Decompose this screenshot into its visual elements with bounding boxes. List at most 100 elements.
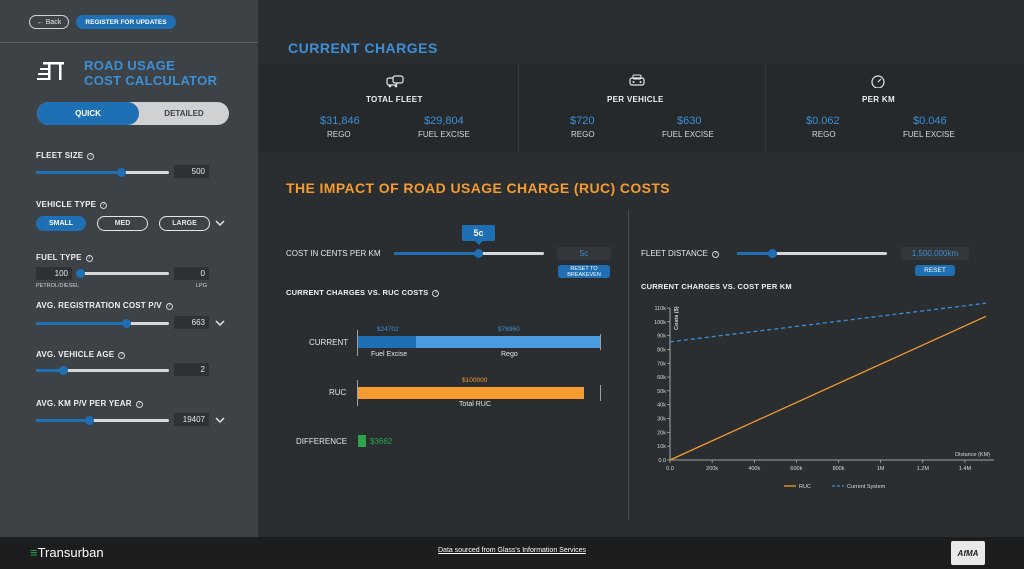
slider-handle[interactable] <box>76 269 85 278</box>
app-title-line1: ROAD USAGE <box>84 58 176 73</box>
compare-title-text: CURRENT CHARGES VS. RUC COSTS <box>286 288 429 297</box>
per-km-fuel: $0.046 <box>913 115 947 127</box>
help-icon[interactable]: ? <box>87 153 95 160</box>
current-charges-title: CURRENT CHARGES <box>288 40 438 56</box>
mode-toggle: DETAILED QUICK <box>37 102 229 125</box>
y-axis-label: Costs ($) <box>674 306 680 330</box>
rego-bar-caption: Rego <box>501 351 518 358</box>
vehicle-type-large[interactable]: LARGE <box>159 216 210 231</box>
slider-handle[interactable] <box>117 168 127 177</box>
slider-handle[interactable] <box>58 366 68 375</box>
cost-per-km-input[interactable]: 5c <box>557 247 611 260</box>
petrol-caption: PETROL/DIESEL <box>36 283 80 289</box>
transurban-logo[interactable]: ≡Transurban <box>30 545 104 560</box>
fuel-petrol-value[interactable]: 100 <box>36 267 72 280</box>
fuel-type-label: FUEL TYPE? <box>36 253 93 262</box>
legend-label: Current System <box>847 484 886 490</box>
cost-per-km-slider[interactable] <box>394 249 544 258</box>
divider <box>628 210 629 520</box>
footer <box>0 537 1024 569</box>
reset-to-breakeven-button[interactable]: RESET TO BREAKEVEN <box>558 265 610 278</box>
vehicle-age-value[interactable]: 2 <box>174 363 209 376</box>
fleet-distance-slider[interactable] <box>737 249 887 258</box>
total-fleet-fuel: $29,804 <box>424 115 464 127</box>
vehicle-type-small[interactable]: SMALL <box>36 216 86 231</box>
reg-cost-label: AVG. REGISTRATION COST P/V? <box>36 301 173 310</box>
km-per-year-label: AVG. KM P/V PER YEAR? <box>36 399 143 408</box>
y-tick-label: 100k <box>654 320 666 326</box>
rego-value: $78960 <box>498 326 520 333</box>
compare-title: CURRENT CHARGES VS. RUC COSTS? <box>286 288 440 297</box>
x-tick-label: 800k <box>833 466 845 472</box>
chevron-down-icon[interactable] <box>215 319 225 327</box>
x-tick-label: 400k <box>748 466 760 472</box>
y-tick-label: 10k <box>657 444 666 450</box>
y-tick-label: 110k <box>654 306 666 312</box>
y-tick-label: 80k <box>657 347 666 353</box>
series-line-ruc <box>669 315 987 461</box>
help-icon[interactable]: ? <box>165 303 173 310</box>
y-tick-label: 50k <box>657 389 666 395</box>
data-source-link[interactable]: Data sourced from Glass's Information Se… <box>438 547 587 554</box>
legend-label: RUC <box>799 484 811 490</box>
back-button[interactable]: ← Back <box>29 15 69 29</box>
fuel-excise-caption: FUEL EXCISE <box>903 130 955 139</box>
rego-caption: REGO <box>812 130 836 139</box>
slider-handle[interactable] <box>767 249 777 258</box>
slider-handle[interactable] <box>85 416 95 425</box>
slider-fill <box>36 171 122 174</box>
rego-caption: REGO <box>571 130 595 139</box>
km-per-year-value[interactable]: 19407 <box>174 413 209 426</box>
reg-cost-value[interactable]: 663 <box>174 316 209 329</box>
vehicle-age-label-text: AVG. VEHICLE AGE <box>36 350 115 359</box>
x-tick-label: 200k <box>706 466 718 472</box>
tab-detailed[interactable]: DETAILED <box>164 109 204 118</box>
transurban-logo-text: Transurban <box>37 545 104 560</box>
help-icon[interactable]: ? <box>100 202 108 209</box>
help-icon[interactable]: ? <box>135 401 143 408</box>
chevron-down-icon[interactable] <box>215 416 225 424</box>
register-button[interactable]: REGISTER FOR UPDATES <box>76 15 176 29</box>
line-chart-title: CURRENT CHARGES VS. COST PER KM <box>641 282 792 291</box>
fleet-size-slider[interactable] <box>36 168 169 177</box>
fleet-size-value[interactable]: 500 <box>174 165 209 178</box>
per-vehicle-fuel: $630 <box>677 115 702 127</box>
km-per-year-slider[interactable] <box>36 416 169 425</box>
fuel-lpg-value[interactable]: 0 <box>174 267 209 280</box>
difference-bar <box>358 435 366 447</box>
fleet-size-label: FLEET SIZE? <box>36 151 95 160</box>
afma-logo: AfMA <box>951 541 985 565</box>
reg-cost-slider[interactable] <box>36 319 169 328</box>
y-tick-label: 0.0 <box>658 458 666 464</box>
vehicle-type-label: VEHICLE TYPE? <box>36 200 108 209</box>
cost-per-km-label: COST IN CENTS PER KM <box>286 249 381 258</box>
slider-fill <box>36 369 63 372</box>
per-km-rego: $0.062 <box>806 115 840 127</box>
help-icon[interactable]: ? <box>711 251 719 258</box>
vehicle-type-label-text: VEHICLE TYPE <box>36 200 97 209</box>
y-tick-label: 90k <box>657 334 666 340</box>
vehicle-type-med[interactable]: MED <box>97 216 148 231</box>
help-icon[interactable]: ? <box>118 352 126 359</box>
bar-end-cap <box>600 385 601 401</box>
fleet-distance-input[interactable]: 1,500,000km <box>901 247 969 260</box>
fuel-type-slider[interactable] <box>76 269 169 278</box>
help-icon[interactable]: ? <box>432 290 440 297</box>
fuel-excise-caption: FUEL EXCISE <box>662 130 714 139</box>
sidebar-header <box>0 0 258 43</box>
reset-button[interactable]: RESET <box>915 265 955 276</box>
app-title: ROAD USAGE COST CALCULATOR <box>84 58 217 88</box>
fleet-distance-label: FLEET DISTANCE? <box>641 249 719 258</box>
divider <box>765 64 766 152</box>
axis-line <box>357 380 358 406</box>
slider-handle[interactable] <box>122 319 132 328</box>
reg-cost-label-text: AVG. REGISTRATION COST P/V <box>36 301 162 310</box>
help-icon[interactable]: ? <box>85 255 93 262</box>
tab-quick[interactable]: QUICK <box>37 102 139 125</box>
vehicle-age-slider[interactable] <box>36 366 169 375</box>
slider-handle[interactable] <box>474 249 483 258</box>
back-arrow-icon: ← <box>36 18 44 26</box>
vehicle-age-label: AVG. VEHICLE AGE? <box>36 350 126 359</box>
chevron-down-icon[interactable] <box>215 219 225 227</box>
axis-line <box>357 330 358 356</box>
